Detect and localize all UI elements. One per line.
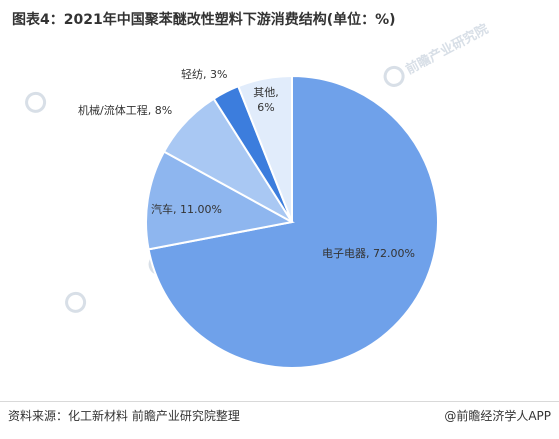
- pie-label-4: 轻纺, 3%: [181, 67, 227, 81]
- brand-credit: @前瞻经济学人APP: [444, 409, 551, 423]
- pie-slice-5: [236, 74, 293, 223]
- footer-divider: [0, 401, 559, 402]
- watermark-logo-left: [25, 91, 47, 113]
- pie-slice-2: [145, 150, 295, 251]
- source-note: 资料来源：化工新材料 前瞻产业研究院整理: [8, 409, 240, 423]
- pie-label-1: 电子电器, 72.00%: [322, 247, 415, 260]
- pie-labels: 电子电器, 72.00% 汽车, 11.00% 机械/流体工程, 8% 轻纺, 3% 其…: [78, 67, 415, 260]
- watermark-logo-bottom: [65, 291, 87, 313]
- pie-label-3: 机械/流体工程, 8%: [78, 103, 172, 117]
- pie-chart: 前瞻产业研究院 前瞻产业研究院 电子电器, 72.00%汽车, 11.00%机械…: [25, 21, 491, 369]
- watermark-logo-top: 前瞻产业研究院: [383, 21, 491, 87]
- pie-label-2: 汽车, 11.00%: [151, 202, 222, 216]
- pie-slices: [145, 74, 439, 369]
- pie-label-5: 其他, 6%: [253, 86, 279, 114]
- watermark-text-top: 前瞻产业研究院: [403, 21, 491, 78]
- chart-title: 图表4：2021年中国聚苯醚改性塑料下游消费结构(单位：%): [12, 12, 396, 28]
